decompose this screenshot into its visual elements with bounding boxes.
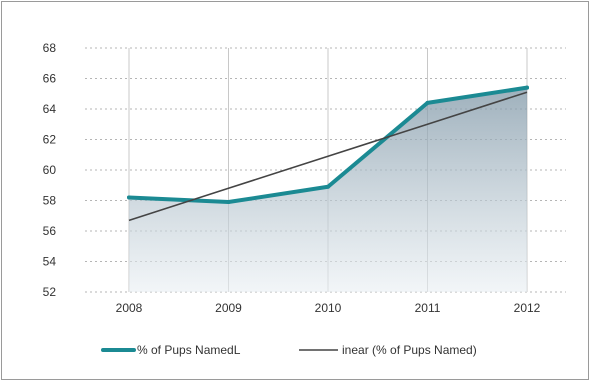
data-point bbox=[326, 184, 330, 189]
x-tick-label: 2010 bbox=[315, 301, 342, 315]
data-point bbox=[226, 200, 231, 205]
series-line-trend bbox=[128, 91, 528, 222]
y-tick-label: 56 bbox=[43, 224, 57, 238]
axis-ticks: 52 54 56 58 60 62 64 66 68 2008 2009 2010 2011 2012 bbox=[43, 41, 541, 315]
x-tick-label: 2009 bbox=[215, 301, 242, 315]
y-tick-label: 58 bbox=[43, 194, 57, 208]
x-tick-label: 2008 bbox=[116, 301, 143, 315]
y-tick-label: 54 bbox=[43, 255, 57, 269]
y-tick-label: 64 bbox=[43, 102, 57, 116]
x-tick-label: 2012 bbox=[514, 301, 541, 315]
y-tick-label: 60 bbox=[43, 163, 57, 177]
legend: % of Pups NamedL inear (% of Pups Named) bbox=[101, 343, 477, 357]
y-tick-label: 66 bbox=[43, 72, 57, 86]
y-tick-label: 52 bbox=[43, 285, 57, 299]
series-area bbox=[129, 87, 527, 293]
legend-label-pups-named: % of Pups NamedL bbox=[137, 343, 241, 357]
y-tick-label: 62 bbox=[43, 133, 57, 147]
x-tick-label: 2011 bbox=[415, 301, 441, 315]
data-point bbox=[425, 100, 430, 105]
area-fill bbox=[129, 87, 527, 293]
legend-label-trend: inear (% of Pups Named) bbox=[342, 343, 477, 357]
y-tick-label: 68 bbox=[43, 41, 57, 55]
series-lines bbox=[127, 85, 529, 222]
data-point bbox=[127, 195, 131, 200]
data-point bbox=[525, 85, 529, 90]
